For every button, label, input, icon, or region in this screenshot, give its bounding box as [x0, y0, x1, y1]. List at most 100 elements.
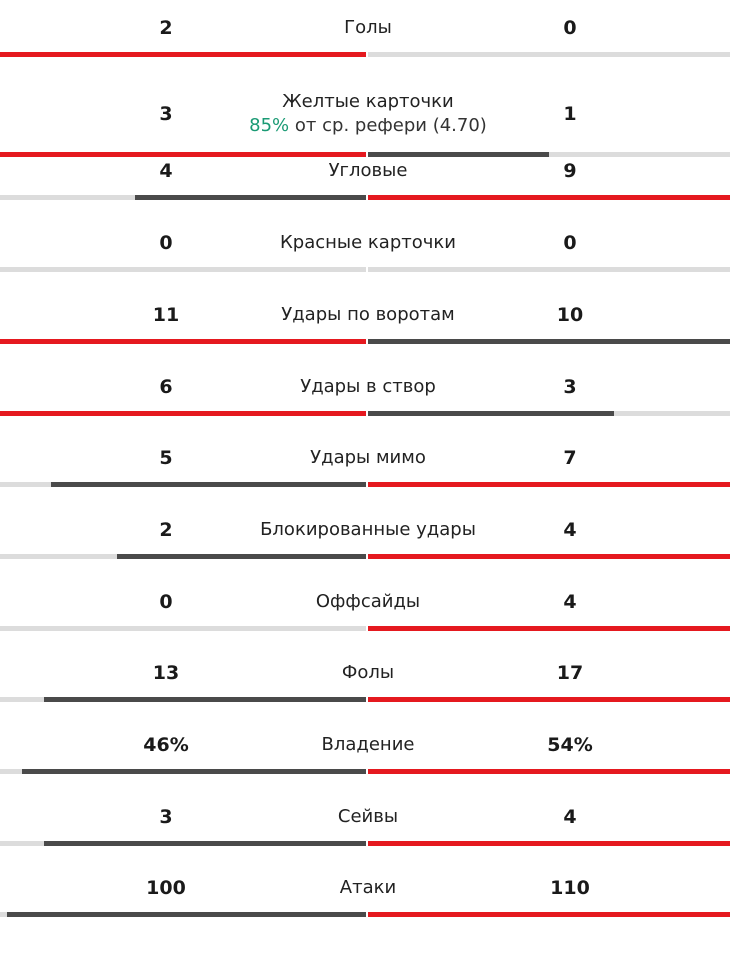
away-bar-track: [368, 195, 730, 201]
away-value: 1: [563, 102, 577, 125]
away-bar-track: [368, 410, 730, 416]
away-bar-fill: [368, 697, 730, 703]
stat-label-text: Фолы: [341, 662, 395, 684]
home-value: 0: [159, 590, 173, 613]
stat-label-text: Удары мимо: [310, 447, 426, 469]
stat-label-text: Угловые: [328, 160, 408, 182]
stat-label-text: Сейвы: [337, 805, 399, 827]
away-value: 4: [563, 805, 577, 828]
stat-label-text: Желтые карточки: [282, 90, 454, 112]
home-bar-track: [0, 912, 366, 918]
away-bar-track: [368, 840, 730, 846]
stat-label-text: Удары по воротам: [281, 303, 455, 325]
stat-label: Сейвы: [218, 805, 518, 829]
away-bar-fill: [368, 912, 730, 918]
home-bar-fill: [0, 410, 366, 416]
stat-label: Удары в створ: [218, 375, 518, 399]
away-bar-fill: [368, 151, 549, 157]
home-bar-fill: [7, 912, 366, 918]
stat-label: Угловые: [218, 159, 518, 183]
home-bar-track: [0, 52, 366, 57]
stat-label-text: Удары в створ: [300, 375, 436, 397]
home-bar-track: [0, 840, 366, 846]
away-bar-track: [368, 625, 730, 631]
away-bar-track: [368, 267, 730, 273]
away-bar-track: [368, 553, 730, 559]
away-bar-fill: [368, 553, 730, 559]
away-bar-track: [368, 338, 730, 344]
home-bar-track: [0, 195, 366, 201]
home-value: 6: [159, 375, 173, 398]
home-bar-fill: [0, 151, 366, 157]
home-value: 0: [159, 232, 173, 255]
home-value: 5: [159, 447, 173, 470]
referee-average-text: от ср. рефери (4.70): [294, 114, 487, 136]
away-bar-fill: [368, 840, 730, 846]
away-value: 54%: [547, 734, 593, 756]
stat-label-text: Голы: [344, 17, 392, 38]
stat-label: Голы: [218, 16, 518, 40]
away-bar-track: [368, 912, 730, 918]
home-bar-track: [0, 410, 366, 416]
stat-label: Атаки: [218, 876, 518, 900]
away-bar-fill: [368, 195, 730, 201]
home-bar-track: [0, 482, 366, 488]
home-bar-track: [0, 338, 366, 344]
home-value: 2: [159, 518, 173, 541]
home-bar-fill: [43, 840, 366, 846]
away-bar-track: [368, 769, 730, 774]
home-value: 4: [159, 160, 173, 183]
stat-label: Фолы: [218, 661, 518, 685]
home-bar-track: [0, 151, 366, 157]
home-bar-fill: [43, 697, 366, 703]
stat-label: Удары по воротам: [218, 303, 518, 327]
away-value: 10: [556, 303, 584, 326]
stat-label: Блокированные удары: [218, 518, 518, 542]
home-bar-track: [0, 267, 366, 273]
away-value: 0: [563, 17, 577, 39]
home-value: 3: [159, 102, 173, 125]
home-bar-fill: [117, 553, 366, 559]
stat-label-text: Оффсайды: [315, 590, 421, 612]
home-value: 13: [152, 662, 180, 685]
stat-label: Владение: [218, 733, 518, 757]
stat-label-text: Владение: [321, 734, 415, 755]
stat-label: Удары мимо: [218, 446, 518, 470]
away-value: 0: [563, 232, 577, 255]
home-value: 46%: [143, 734, 189, 756]
away-value: 9: [563, 160, 577, 183]
away-value: 3: [563, 375, 577, 398]
home-value: 11: [152, 303, 180, 326]
stat-label-text: Красные карточки: [280, 232, 456, 254]
away-bar-fill: [368, 482, 730, 488]
away-bar-track: [368, 482, 730, 488]
home-bar-track: [0, 553, 366, 559]
home-value: 2: [159, 17, 173, 39]
home-bar-fill: [0, 338, 366, 344]
away-value: 4: [563, 590, 577, 613]
away-bar-track: [368, 151, 730, 157]
stat-label-text: Блокированные удары: [260, 518, 476, 540]
home-bar-fill: [0, 52, 366, 57]
away-bar-fill: [368, 625, 730, 631]
home-bar-fill: [21, 769, 366, 774]
away-value: 7: [563, 447, 577, 470]
stat-label-text: Атаки: [339, 877, 397, 899]
stat-label: Красные карточки: [218, 231, 518, 255]
home-bar-track: [0, 697, 366, 703]
home-value: 100: [146, 877, 186, 900]
away-bar-fill: [368, 338, 730, 344]
away-value: 110: [550, 877, 590, 900]
stat-label: Желтые карточки 85% от ср. рефери (4.70): [218, 90, 518, 138]
home-bar-fill: [51, 482, 366, 488]
away-bar-track: [368, 52, 730, 57]
home-bar-track: [0, 769, 366, 774]
home-value: 3: [159, 805, 173, 828]
away-bar-fill: [368, 769, 730, 774]
stat-label: Оффсайды: [218, 590, 518, 614]
away-value: 4: [563, 518, 577, 541]
referee-average-percent: 85%: [249, 114, 290, 136]
away-value: 17: [556, 662, 584, 685]
referee-average-note: 85% от ср. рефери (4.70): [218, 114, 518, 138]
